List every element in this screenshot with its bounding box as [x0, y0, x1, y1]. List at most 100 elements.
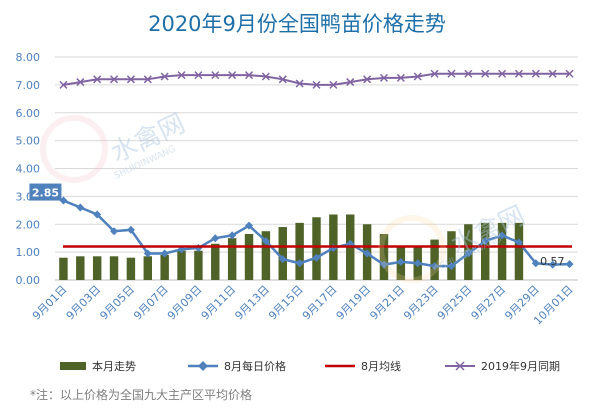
prev-point [531, 69, 540, 78]
prev-point [126, 75, 135, 84]
prev-point [329, 80, 338, 89]
bar [447, 231, 456, 280]
prev-point [548, 69, 557, 78]
bar [211, 243, 220, 280]
prev-year-line [63, 72, 570, 86]
bar [497, 222, 507, 280]
x-tick-label: 9月17日 [300, 283, 340, 323]
prev-point [312, 80, 321, 89]
daily-point [295, 259, 304, 268]
bar [92, 256, 102, 280]
x-tick-label: 9月07日 [131, 283, 171, 323]
prev-point [59, 80, 68, 89]
y-tick-label: 0.00 [16, 274, 41, 287]
daily-point [430, 262, 439, 271]
y-tick-label: 4.00 [16, 163, 41, 176]
y-tick-label: 1.00 [16, 246, 41, 259]
footer-note: *注：以上价格为全国九大主产区平均价格 [30, 388, 253, 402]
prev-point [76, 78, 85, 87]
prev-point [430, 69, 439, 78]
y-tick-label: 2.00 [16, 218, 41, 231]
daily-point [379, 260, 388, 269]
x-tick-label: 9月23日 [401, 283, 441, 323]
bar [143, 256, 153, 280]
daily-point [363, 249, 372, 258]
bar [160, 254, 169, 280]
x-tick-label: 9月27日 [469, 283, 509, 323]
x-tick-label: 9月21日 [367, 283, 407, 323]
x-tick-label: 9月05日 [97, 283, 137, 323]
x-tick-label: 9月09日 [165, 283, 205, 323]
legend-daily-label: 8月每日价格 [224, 360, 286, 373]
legend-item-avg: 8月均线 [325, 357, 401, 375]
x-tick-label: 9月13日 [232, 283, 272, 323]
data-labels: 2.85 0.57 [29, 183, 565, 268]
prev-point [464, 69, 473, 78]
bar [194, 250, 203, 280]
bar [278, 227, 287, 280]
daily-point [126, 225, 135, 234]
y-tick-label: 7.00 [16, 79, 41, 92]
daily-point [110, 227, 119, 236]
daily-point [143, 249, 152, 258]
daily-point [514, 238, 523, 247]
daily-point [548, 260, 557, 269]
daily-point [565, 260, 574, 269]
daily-point [245, 221, 254, 230]
prev-point [194, 71, 203, 80]
prev-point [177, 71, 186, 80]
daily-point [228, 231, 237, 240]
prev-point [261, 72, 270, 81]
data-label: 0.57 [540, 255, 565, 268]
prev-point [228, 71, 237, 80]
bar [59, 257, 68, 280]
x-axis-ticks: 9月01日9月03日9月05日9月07日9月09日9月11日9月13日9月15日… [30, 283, 576, 328]
bar [261, 231, 271, 280]
bar [514, 222, 524, 280]
y-axis-ticks: 0.001.002.003.004.005.006.007.008.00 [16, 51, 41, 287]
bar [430, 239, 439, 280]
prev-point [363, 75, 372, 84]
prev-point [160, 72, 169, 81]
daily-point [261, 236, 270, 245]
legend-item-daily: 8月每日价格 [188, 357, 286, 375]
prev-point [110, 75, 119, 84]
daily-point [93, 210, 102, 219]
x-tick-label: 9月01日 [30, 283, 70, 323]
legend-avg-label: 8月均线 [361, 360, 401, 373]
prev-point [278, 75, 287, 84]
prev-point [498, 69, 507, 78]
bar [76, 256, 85, 280]
x-tick-label: 9月15日 [266, 283, 306, 323]
x-tick-label: 9月03日 [64, 283, 104, 323]
daily-point [464, 249, 473, 258]
daily-point [396, 257, 405, 266]
legend-item-prev: 2019年9月同期 [445, 357, 560, 375]
prev-point [244, 71, 254, 80]
legend-avg-swatch [325, 364, 355, 368]
legend-item-bar: 本月走势 [60, 357, 136, 375]
legend-bar-swatch [60, 362, 86, 370]
bar [295, 222, 304, 280]
chart-title: 2020年9月份全国鸭苗价格走势 [148, 12, 446, 36]
daily-point [312, 253, 321, 262]
daily-point [481, 236, 490, 245]
prev-point [93, 75, 102, 84]
data-label-box [29, 183, 62, 201]
x-tick-label: 9月11日 [199, 283, 239, 323]
prev-point [481, 69, 490, 78]
prev-point [346, 78, 355, 87]
bar [244, 234, 254, 280]
bar [109, 256, 119, 280]
y-tick-label: 8.00 [16, 51, 41, 64]
prev-point [211, 71, 220, 80]
prev-point [379, 73, 389, 82]
daily-point [447, 262, 456, 271]
bar [227, 238, 237, 280]
daily-point [278, 255, 287, 264]
prev-point [565, 69, 574, 78]
prev-point [396, 73, 405, 82]
prev-point [447, 69, 456, 78]
x-tick-label: 9月25日 [435, 283, 475, 323]
